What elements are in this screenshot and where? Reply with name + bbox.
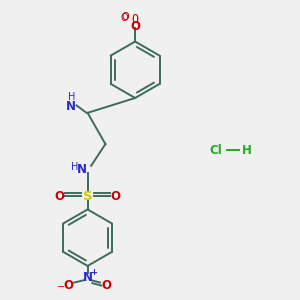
- Text: H: H: [71, 162, 79, 172]
- Text: O: O: [111, 190, 121, 202]
- Text: H: H: [242, 143, 251, 157]
- Text: O: O: [122, 12, 129, 22]
- Text: O: O: [132, 13, 139, 26]
- Text: O: O: [63, 279, 73, 292]
- Text: N: N: [77, 163, 87, 176]
- Text: +: +: [91, 268, 98, 277]
- Text: Cl: Cl: [209, 143, 222, 157]
- Text: O: O: [120, 13, 128, 23]
- Text: N: N: [82, 271, 93, 284]
- Text: O: O: [101, 279, 111, 292]
- Text: O: O: [131, 20, 141, 33]
- Text: H: H: [68, 92, 75, 102]
- Text: O: O: [54, 190, 64, 202]
- Text: −: −: [57, 282, 65, 292]
- Text: N: N: [66, 100, 76, 113]
- Text: S: S: [83, 190, 92, 202]
